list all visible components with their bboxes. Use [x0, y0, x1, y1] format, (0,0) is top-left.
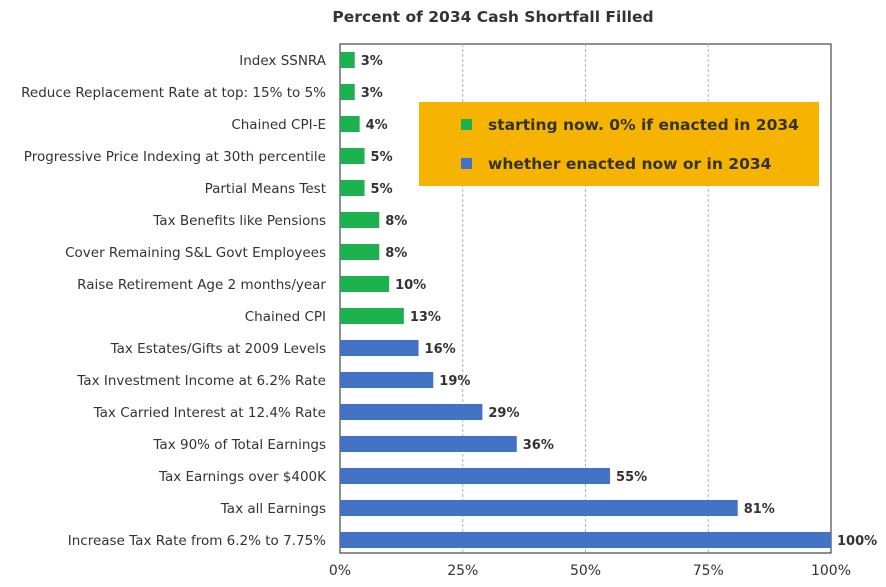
- x-tick-label: 50%: [570, 563, 601, 579]
- legend-swatch-green: [461, 119, 472, 130]
- category-label: Tax all Earnings: [220, 501, 326, 517]
- x-tick-label: 100%: [811, 563, 851, 579]
- bar: [340, 436, 517, 452]
- bar: [340, 244, 380, 260]
- bar: [340, 276, 390, 292]
- value-label: 3%: [361, 86, 383, 101]
- category-label: Cover Remaining S&L Govt Employees: [65, 245, 326, 261]
- bar: [340, 532, 831, 548]
- x-tick-label: 75%: [693, 563, 724, 579]
- category-label: Reduce Replacement Rate at top: 15% to 5…: [21, 85, 326, 101]
- value-label: 55%: [616, 470, 647, 485]
- value-label: 81%: [744, 502, 775, 517]
- legend-background: [419, 102, 819, 186]
- category-label: Progressive Price Indexing at 30th perce…: [24, 149, 326, 165]
- category-label: Tax 90% of Total Earnings: [152, 437, 326, 453]
- legend: starting now. 0% if enacted in 2034 whet…: [419, 102, 819, 186]
- legend-swatch-blue: [461, 158, 472, 169]
- value-label: 16%: [425, 342, 456, 357]
- category-label: Raise Retirement Age 2 months/year: [77, 277, 326, 293]
- bars: Index SSNRA 3% Reduce Replacement Rate at …: [21, 52, 877, 549]
- bar: [340, 84, 355, 100]
- chart-title: Percent of 2034 Cash Shortfall Filled: [332, 8, 653, 26]
- x-tick-label: 0%: [329, 563, 351, 579]
- category-label: Tax Investment Income at 6.2% Rate: [76, 373, 326, 389]
- bar: [340, 372, 434, 388]
- category-label: Chained CPI: [245, 309, 326, 325]
- bar: [340, 116, 360, 132]
- category-label: Index SSNRA: [239, 53, 327, 69]
- value-label: 3%: [361, 54, 383, 69]
- legend-label-green: starting now. 0% if enacted in 2034: [488, 116, 799, 134]
- value-label: 5%: [371, 182, 393, 197]
- value-label: 5%: [371, 150, 393, 165]
- category-label: Partial Means Test: [205, 181, 326, 197]
- value-label: 4%: [366, 118, 388, 133]
- bar: [340, 180, 365, 196]
- value-label: 100%: [837, 534, 877, 549]
- value-label: 36%: [523, 438, 554, 453]
- bar: [340, 52, 355, 68]
- value-label: 13%: [410, 310, 441, 325]
- value-label: 29%: [488, 406, 519, 421]
- x-axis-ticks: 0% 25% 50% 75% 100%: [329, 563, 851, 579]
- category-label: Tax Earnings over $400K: [158, 469, 327, 485]
- category-label: Tax Estates/Gifts at 2009 Levels: [110, 341, 326, 357]
- x-tick-label: 25%: [447, 563, 478, 579]
- value-label: 8%: [385, 214, 407, 229]
- category-label: Increase Tax Rate from 6.2% to 7.75%: [68, 533, 326, 549]
- value-label: 10%: [395, 278, 426, 293]
- category-label: Chained CPI-E: [231, 117, 326, 133]
- bar: [340, 308, 404, 324]
- bar: [340, 148, 365, 164]
- bar: [340, 500, 738, 516]
- value-label: 8%: [385, 246, 407, 261]
- legend-label-blue: whether enacted now or in 2034: [488, 155, 772, 173]
- bar: [340, 404, 483, 420]
- bar: [340, 340, 419, 356]
- category-label: Tax Benefits like Pensions: [152, 213, 326, 229]
- category-label: Tax Carried Interest at 12.4% Rate: [93, 405, 326, 421]
- bar: [340, 468, 611, 484]
- value-label: 19%: [439, 374, 470, 389]
- bar: [340, 212, 380, 228]
